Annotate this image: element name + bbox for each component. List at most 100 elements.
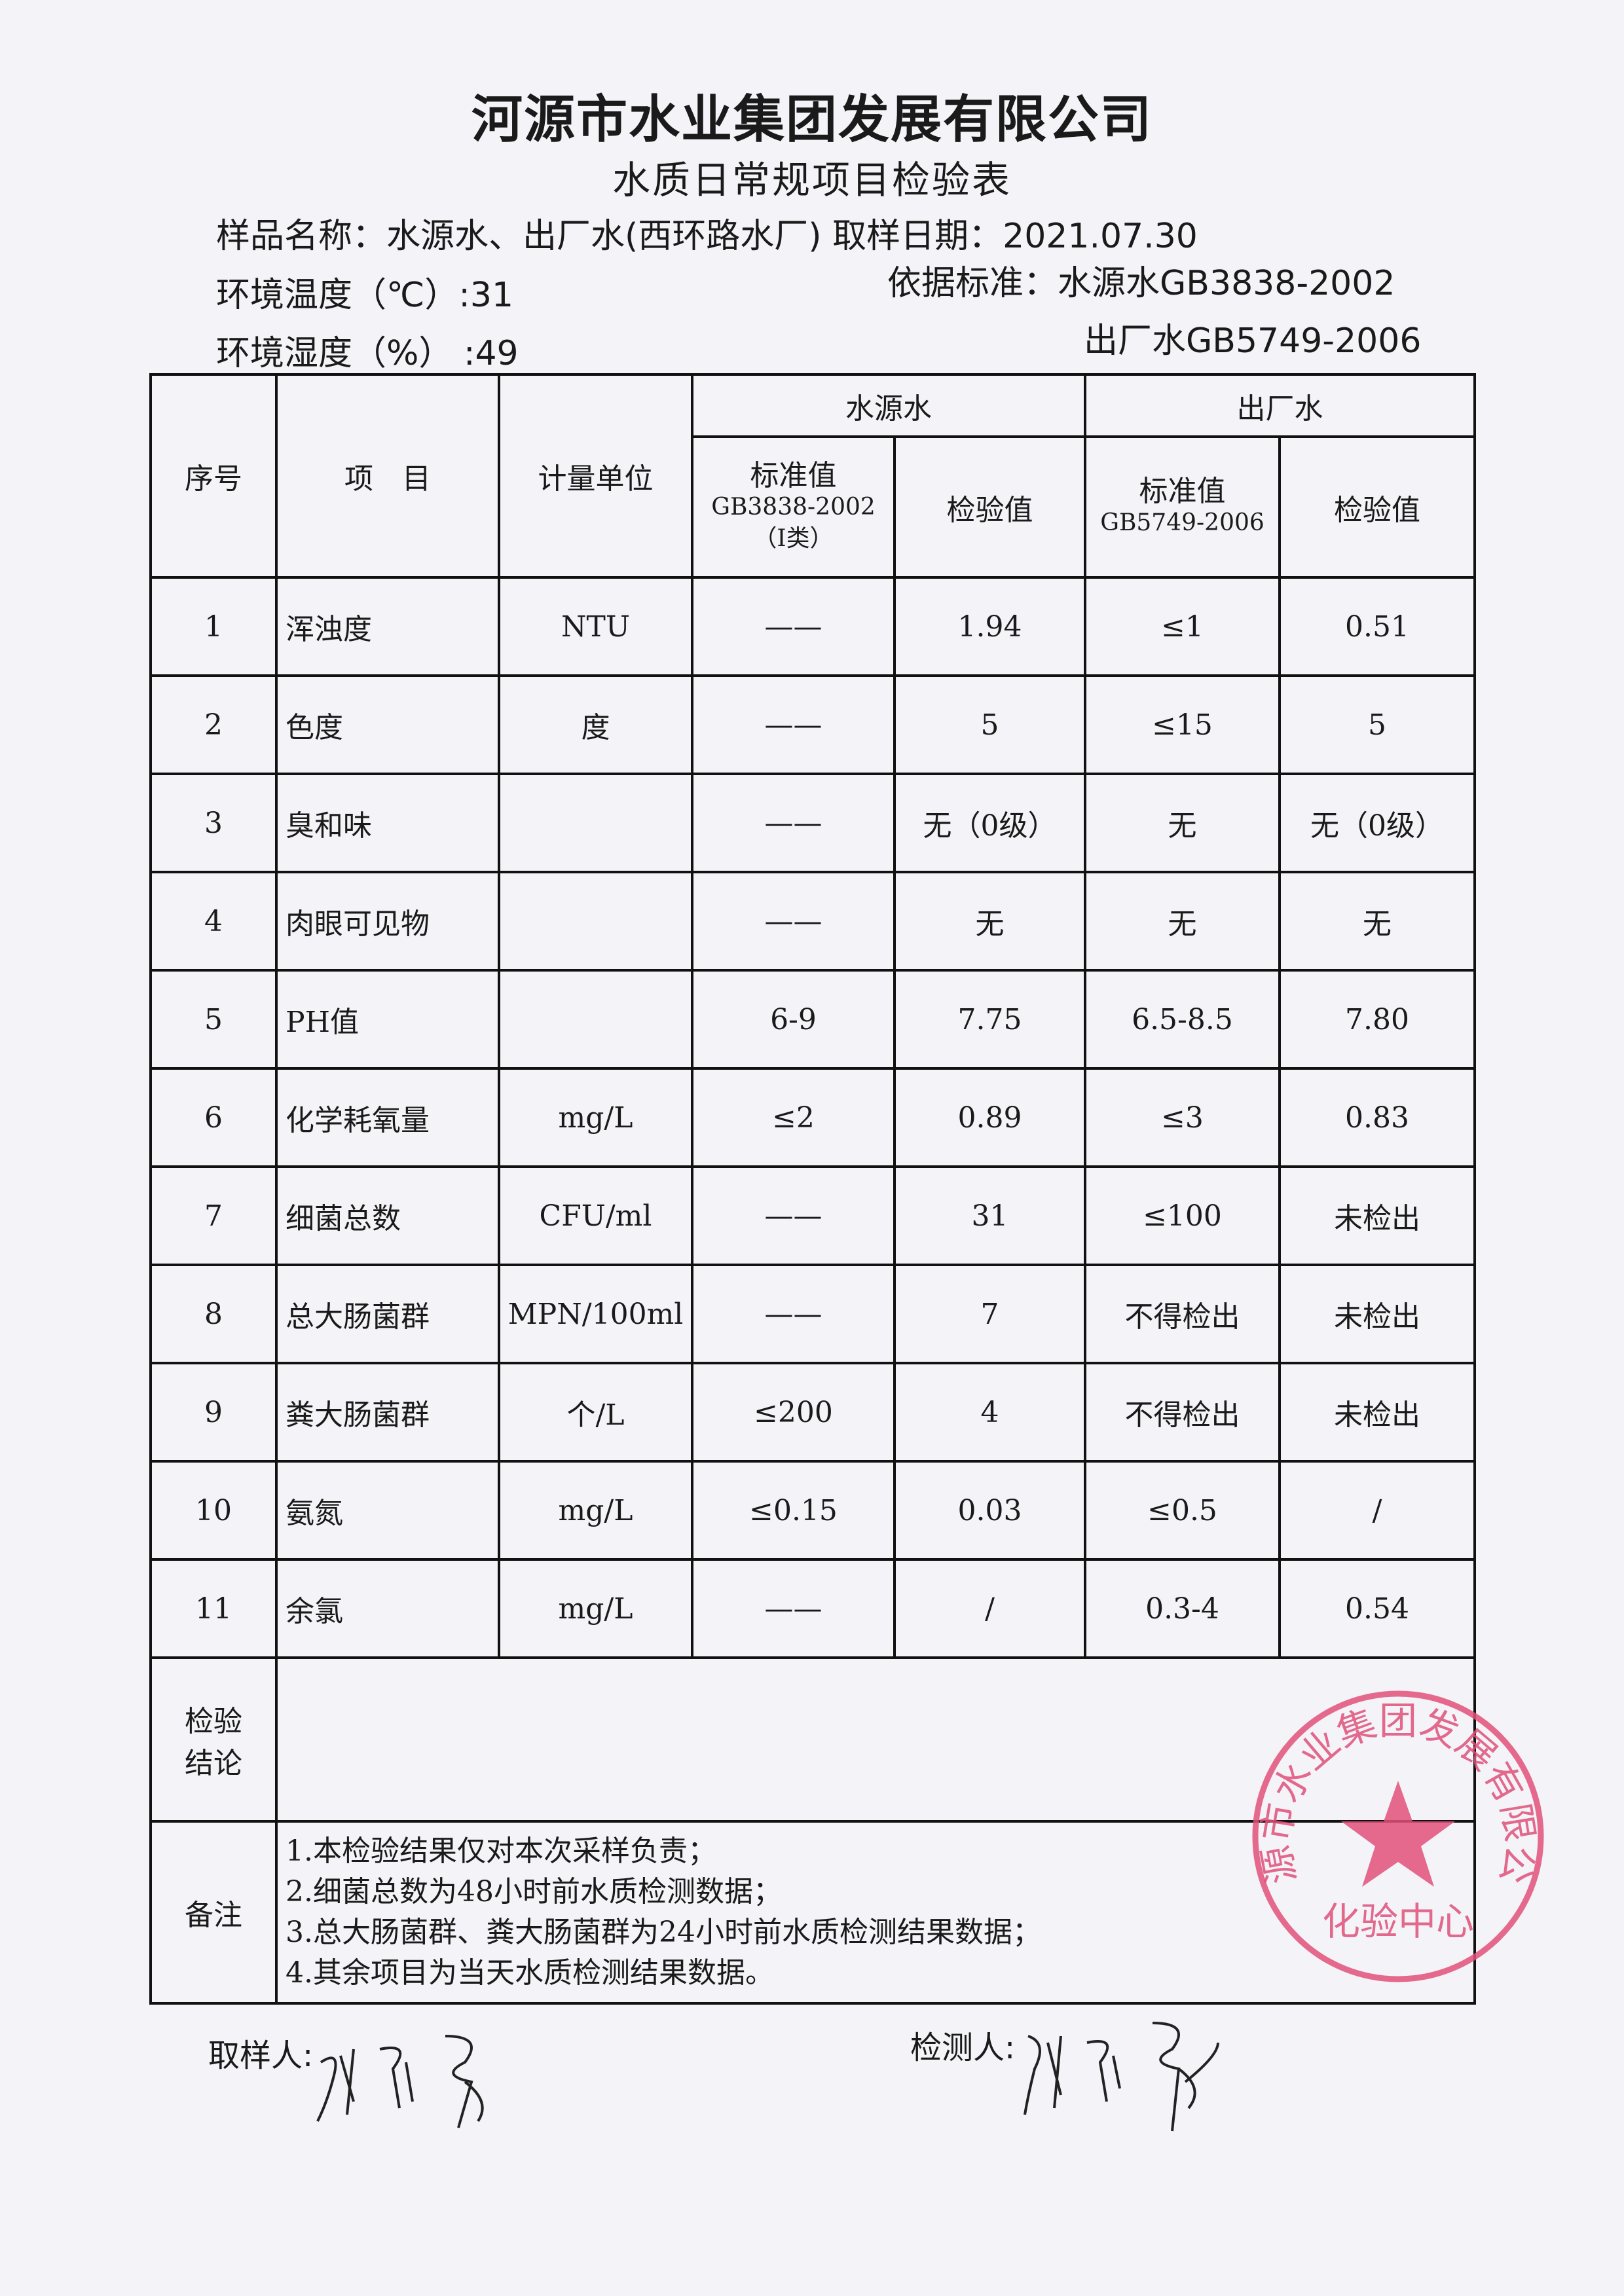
header-source-standard: 标准值 GB3838-2002 （Ⅰ类） (691, 435, 896, 579)
cell-src-val: 5 (893, 674, 1086, 775)
cell-src-val: 4 (893, 1362, 1086, 1463)
cell-seq: 5 (149, 969, 278, 1070)
temperature-line: 环境温度（℃）:31 (216, 267, 513, 316)
header-seq: 序号 (149, 373, 278, 579)
cell-plant-std: 0.3-4 (1084, 1558, 1281, 1659)
sampler-label: 取样人: (208, 2037, 314, 2074)
cell-item: PH值 (275, 969, 500, 1070)
table-row: 6 化学耗氧量 mg/L ≤2 0.89 ≤3 0.83 (149, 1067, 1476, 1168)
cell-plant-val: 7.80 (1278, 969, 1476, 1070)
cell-src-val: 0.89 (893, 1067, 1086, 1168)
humidity-line: 环境湿度（%） :49 (216, 325, 519, 374)
cell-src-val: 1.94 (893, 576, 1086, 677)
table-row: 1 浑浊度 NTU —— 1.94 ≤1 0.51 (149, 576, 1476, 677)
cell-unit: mg/L (498, 1460, 693, 1561)
cell-plant-val: / (1278, 1460, 1476, 1561)
company-name: 河源市水业集团发展有限公司 (471, 90, 1153, 149)
cell-unit (498, 969, 693, 1070)
cell-src-std: —— (691, 1165, 896, 1266)
cell-plant-std: 不得检出 (1084, 1264, 1281, 1364)
cell-src-val: / (893, 1558, 1086, 1659)
cell-plant-std: 无 (1084, 871, 1281, 972)
conclusion-label-1: 检验 (185, 1705, 242, 1738)
table-row: 10 氨氮 mg/L ≤0.15 0.03 ≤0.5/ (149, 1460, 1476, 1561)
header-unit: 计量单位 (498, 373, 693, 579)
cell-plant-std: 6.5-8.5 (1084, 969, 1281, 1070)
cell-plant-val: 0.54 (1278, 1558, 1476, 1659)
cell-unit: MPN/100ml (498, 1264, 693, 1364)
cell-item: 色度 (275, 674, 500, 775)
cell-item: 浑浊度 (275, 576, 500, 677)
header-item: 项 目 (275, 373, 500, 579)
remark-3: 3.总大肠菌群、粪大肠菌群为24小时前水质检测结果数据； (286, 1916, 1041, 1949)
table-row: 5 PH值 6-9 7.75 6.5-8.5 7.80 (149, 969, 1476, 1070)
remark-2: 2.细菌总数为48小时前水质检测数据； (286, 1875, 782, 1908)
cell-unit: mg/L (498, 1558, 693, 1659)
cell-plant-val: 无（0级） (1278, 773, 1476, 873)
cell-unit: CFU/ml (498, 1165, 693, 1266)
temperature-value: 31 (470, 276, 514, 315)
cell-src-std: ≤200 (691, 1362, 896, 1463)
cell-src-val: 31 (893, 1165, 1086, 1266)
plant-std-label: 标准值 (1139, 474, 1226, 508)
cell-item: 总大肠菌群 (275, 1264, 500, 1364)
standard-label: 依据标准： (887, 264, 1058, 303)
cell-plant-val: 5 (1278, 674, 1476, 775)
cell-plant-val: 0.83 (1278, 1067, 1476, 1168)
cell-seq: 11 (149, 1558, 278, 1659)
cell-plant-val: 未检出 (1278, 1264, 1476, 1364)
cell-src-std: ≤0.15 (691, 1460, 896, 1561)
cell-unit: NTU (498, 576, 693, 677)
humidity-label: 环境湿度（%） : (216, 334, 475, 373)
cell-src-val: 无（0级） (893, 773, 1086, 873)
cell-item: 臭和味 (275, 773, 500, 873)
table-row: 7 细菌总数 CFU/ml —— 31 ≤100 未检出 (149, 1165, 1476, 1266)
table-row: 8 总大肠菌群 MPN/100ml —— 7 不得检出 未检出 (149, 1264, 1476, 1364)
sample-name-line: 样品名称：水源水、出厂水(西环路水厂) 取样日期：2021.07.30 (216, 208, 1198, 257)
stamp-inner-text: 化验中心 (1322, 1899, 1474, 1944)
cell-plant-std: ≤0.5 (1084, 1460, 1281, 1561)
cell-item: 化学耗氧量 (275, 1067, 500, 1168)
standard-line: 依据标准：水源水GB3838-2002 (887, 255, 1395, 304)
table-row: 2 色度度 —— 5 ≤15 5 (149, 674, 1476, 775)
cell-seq: 4 (149, 871, 278, 972)
cell-unit (498, 773, 693, 873)
header-plant-value: 检验值 (1278, 435, 1476, 579)
standard-plant: 出厂水GB5749-2006 (1084, 321, 1422, 361)
temperature-label: 环境温度（℃）: (216, 276, 470, 315)
cell-seq: 7 (149, 1165, 278, 1266)
tester-label: 检测人: (910, 2030, 1016, 2066)
star-icon (1341, 1781, 1455, 1887)
cell-item: 肉眼可见物 (275, 871, 500, 972)
cell-seq: 9 (149, 1362, 278, 1463)
cell-src-std: ≤2 (691, 1067, 896, 1168)
conclusion-value (275, 1656, 1476, 1823)
cell-plant-std: ≤3 (1084, 1067, 1281, 1168)
cell-seq: 3 (149, 773, 278, 873)
conclusion-label: 检验 结论 (149, 1656, 278, 1823)
remarks-label: 备注 (149, 1820, 278, 2005)
cell-src-val: 无 (893, 871, 1086, 972)
conclusion-label-2: 结论 (185, 1747, 242, 1780)
standard-source: 水源水GB3838-2002 (1058, 264, 1395, 303)
sampling-date-label: 取样日期： (832, 217, 1003, 256)
cell-unit: mg/L (498, 1067, 693, 1168)
sample-name-label: 样品名称： (216, 217, 387, 256)
cell-unit: 个/L (498, 1362, 693, 1463)
cell-seq: 1 (149, 576, 278, 677)
cell-seq: 10 (149, 1460, 278, 1561)
cell-plant-val: 未检出 (1278, 1165, 1476, 1266)
sample-name: 水源水、出厂水(西环路水厂) (386, 217, 822, 256)
cell-plant-val: 0.51 (1278, 576, 1476, 677)
water-quality-table: 序号 项 目 计量单位 水源水 出厂水 标准值 GB3838-2002 （Ⅰ类）… (149, 373, 1476, 2005)
header-source-value: 检验值 (893, 435, 1086, 579)
humidity-value: 49 (475, 334, 519, 373)
cell-plant-std: 不得检出 (1084, 1362, 1281, 1463)
cell-plant-std: ≤15 (1084, 674, 1281, 775)
cell-item: 氨氮 (275, 1460, 500, 1561)
cell-unit: 度 (498, 674, 693, 775)
cell-src-std: —— (691, 773, 896, 873)
cell-seq: 8 (149, 1264, 278, 1364)
table-row: 3 臭和味 —— 无（0级）无无（0级） (149, 773, 1476, 873)
cell-item: 细菌总数 (275, 1165, 500, 1266)
